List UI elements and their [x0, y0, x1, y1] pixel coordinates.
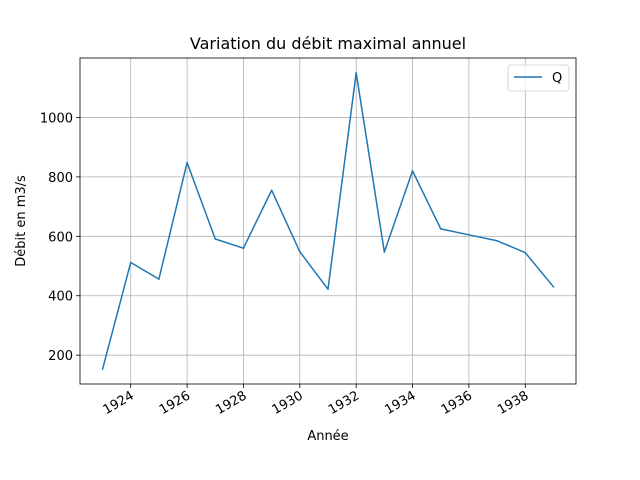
data-point [552, 286, 555, 288]
y-tick-label: 200 [48, 349, 73, 364]
data-point [270, 189, 273, 191]
x-axis-label: Année [307, 429, 348, 444]
data-point [355, 72, 357, 74]
legend-label-q: Q [552, 71, 562, 86]
data-point [158, 278, 160, 280]
data-point [129, 261, 132, 264]
series-layer [101, 72, 555, 370]
data-point [383, 251, 386, 253]
data-point [214, 238, 217, 240]
grid-lines [80, 58, 576, 384]
data-point [524, 251, 527, 254]
y-axis: 200 400 600 800 1000 [40, 111, 80, 364]
y-tick-label: 400 [48, 290, 73, 305]
chart-title: Variation du débit maximal annuel [190, 34, 466, 53]
y-tick-label: 800 [48, 171, 73, 186]
data-point [496, 240, 498, 242]
data-point [299, 251, 301, 253]
data-point [439, 228, 442, 230]
data-point [242, 247, 245, 249]
data-point [411, 170, 414, 172]
legend: Q [507, 64, 570, 92]
data-point [468, 234, 470, 236]
y-tick-label: 600 [48, 230, 73, 245]
data-point [101, 368, 104, 370]
data-point [327, 288, 329, 290]
data-point [186, 161, 188, 164]
y-tick-label: 1000 [40, 111, 73, 126]
legend-box [507, 64, 570, 92]
y-axis-label: Débit en m3/s [14, 175, 29, 267]
plot-frame [79, 57, 577, 385]
